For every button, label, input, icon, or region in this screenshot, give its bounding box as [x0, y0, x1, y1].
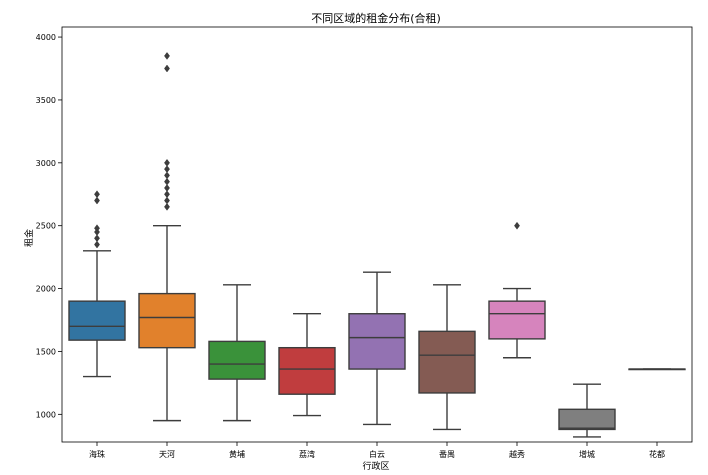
- y-tick-label: 2000: [36, 285, 56, 294]
- x-tick-label: 白云: [369, 449, 385, 459]
- x-tick-label: 越秀: [509, 449, 525, 459]
- outlier-point: [94, 234, 100, 243]
- outlier-point: [164, 52, 170, 60]
- x-tick-label: 天河: [159, 449, 175, 459]
- outlier-point: [94, 240, 100, 249]
- outlier-point: [164, 196, 170, 205]
- x-tick-label: 番禺: [439, 449, 455, 459]
- outlier-point: [514, 221, 520, 230]
- y-tick-label: 3500: [36, 96, 56, 105]
- plot-area: 1000 1500 2000 2500 3000 3500 4000 海珠 天河 黄埔 荔湾 白云 番禺…: [36, 26, 693, 459]
- outlier-point: [164, 190, 170, 199]
- outlier-point: [94, 190, 100, 199]
- box-越秀: [488, 300, 546, 340]
- outlier-point: [94, 224, 100, 233]
- box-增城: [558, 408, 616, 431]
- outlier-point: [94, 196, 100, 205]
- y-tick-label: 1500: [36, 347, 56, 356]
- outlier-point: [164, 158, 170, 167]
- x-tick-label: 黄埔: [229, 449, 245, 459]
- box-黄埔: [208, 340, 266, 380]
- outlier-point: [164, 171, 170, 180]
- y-tick-label: 2500: [36, 222, 56, 231]
- box-荔湾: [278, 346, 336, 395]
- y-axis-label: 租金: [23, 229, 35, 247]
- y-tick-label: 1000: [36, 410, 56, 419]
- outlier-point: [164, 165, 170, 174]
- chart-title: 不同区域的租金分布(合租): [311, 11, 441, 25]
- x-tick-label: 荔湾: [299, 449, 315, 459]
- outlier-point: [164, 184, 170, 192]
- box-海珠: [68, 300, 126, 341]
- outlier-point: [164, 64, 170, 73]
- outlier-point: [164, 202, 170, 211]
- outlier-point: [164, 177, 170, 186]
- box-天河: [138, 292, 196, 349]
- x-tick-label: 花都: [649, 449, 665, 459]
- y-tick-label: 3000: [36, 159, 56, 168]
- y-tick-label: 4000: [36, 33, 56, 42]
- x-tick-label: 海珠: [89, 449, 105, 459]
- x-axis-label: 行政区: [362, 460, 389, 472]
- box-番禺: [418, 330, 476, 394]
- box-白云: [348, 313, 406, 370]
- x-tick-label: 增城: [579, 449, 595, 459]
